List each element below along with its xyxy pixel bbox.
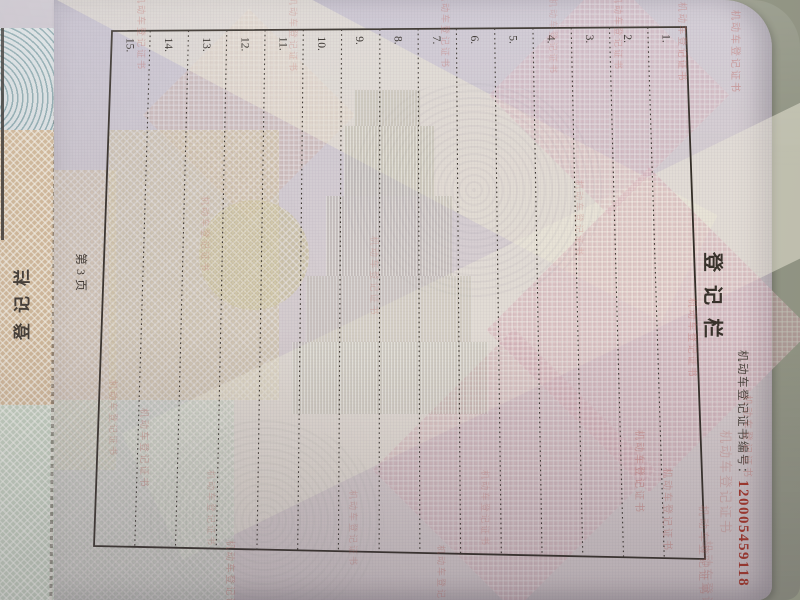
pink-diamond-pattern — [486, 167, 800, 493]
green-hatch-pattern — [0, 405, 55, 600]
concentric-guilloche — [144, 420, 384, 600]
guilloche-arcs-pattern — [0, 28, 55, 130]
watermark-emblem — [306, 276, 472, 342]
watermark-emblem — [344, 126, 434, 196]
certificate-number-line: 机动车登记证书编号：120005459118 — [734, 350, 752, 587]
certificate-number-label: 机动车登记证书编号： — [736, 350, 748, 480]
pink-diamond-pattern — [488, 0, 730, 216]
decorative-band — [0, 0, 718, 322]
decorative-pattern — [109, 130, 279, 400]
decorative-pattern — [142, 8, 356, 222]
concentric-guilloche — [344, 80, 604, 300]
certificate-number-value: 120005459118 — [735, 480, 751, 588]
adjacent-page-title: 登记栏 — [13, 259, 32, 340]
decorative-band — [121, 100, 800, 560]
register-column-title: 登记栏 — [701, 252, 723, 351]
previous-page-edge: 登记栏 — [0, 0, 55, 600]
watermark-emblem — [326, 196, 452, 276]
pink-diamond-pattern — [372, 328, 656, 600]
adjacent-table-border — [1, 28, 4, 240]
green-corner-pattern — [54, 400, 234, 600]
decorative-pattern — [199, 200, 309, 310]
watermark-emblem — [292, 342, 488, 414]
watermark-emblem — [354, 90, 420, 126]
decorative-pattern — [54, 170, 116, 470]
page-number: 第3页 — [74, 253, 88, 296]
